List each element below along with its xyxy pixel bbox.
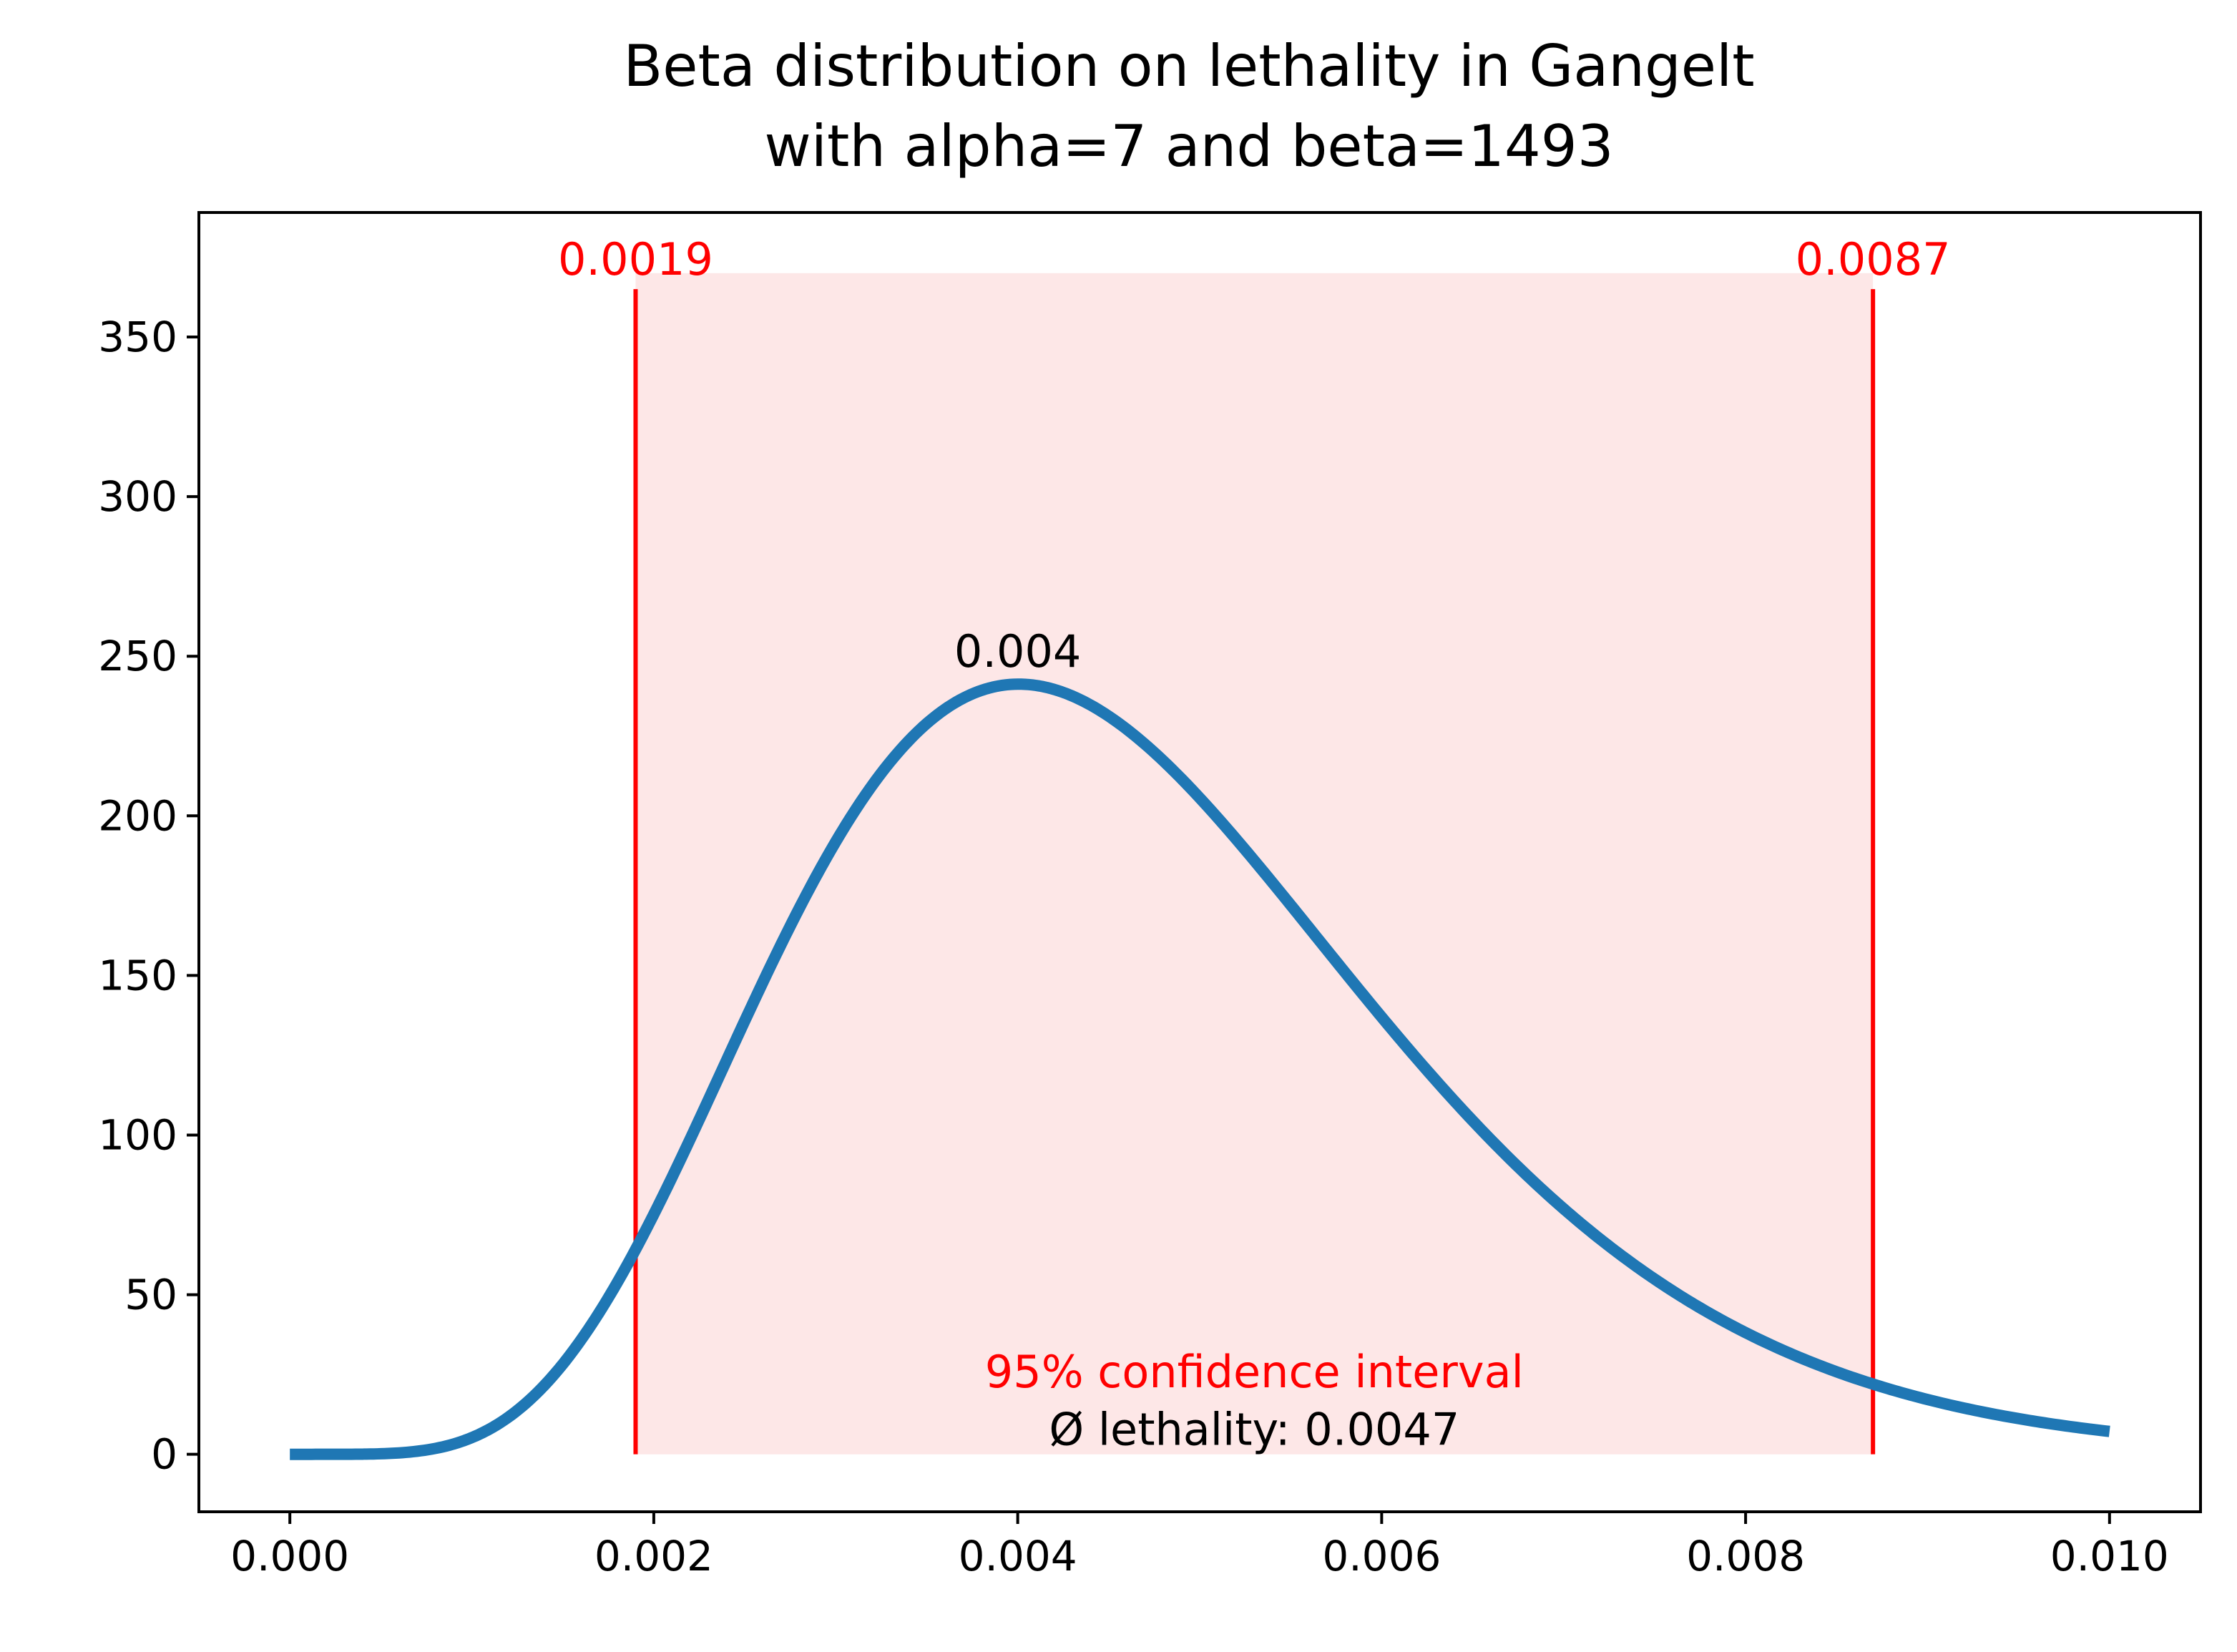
x-tick-label: 0.002 bbox=[594, 1532, 713, 1580]
chart-title-line-2: with alpha=7 and beta=1493 bbox=[764, 113, 1613, 180]
y-tick-label: 100 bbox=[98, 1110, 177, 1159]
confidence-interval-label: 95% confidence interval bbox=[985, 1346, 1524, 1398]
x-tick-label: 0.008 bbox=[1686, 1532, 1805, 1580]
x-tick-label: 0.004 bbox=[959, 1532, 1077, 1580]
y-tick-label: 300 bbox=[98, 472, 177, 521]
y-axis: 0 50 100 150 200 250 300 350 bbox=[98, 313, 199, 1479]
axes-frame bbox=[197, 211, 2202, 1513]
y-tick-label: 0 bbox=[151, 1430, 177, 1479]
x-tick-label: 0.010 bbox=[2050, 1532, 2169, 1580]
beta-pdf-line bbox=[288, 678, 2112, 1460]
y-tick-label: 50 bbox=[124, 1271, 177, 1319]
mode-label: 0.004 bbox=[954, 625, 1082, 678]
y-tick-label: 150 bbox=[98, 951, 177, 999]
y-tick-label: 350 bbox=[98, 313, 177, 361]
plot-area: 0.0019 0.0087 0.004 95% confidence interval… bbox=[288, 233, 2112, 1460]
y-tick-label: 250 bbox=[98, 632, 177, 680]
x-tick-label: 0.006 bbox=[1322, 1532, 1441, 1580]
chart-title-line-1: Beta distribution on lethality in Gangel… bbox=[623, 33, 1754, 99]
x-axis: 0.000 0.002 0.004 0.006 0.008 0.010 bbox=[230, 1512, 2169, 1580]
y-tick-label: 200 bbox=[98, 791, 177, 840]
mean-lethality-label: Ø lethality: 0.0047 bbox=[1049, 1403, 1459, 1455]
x-tick-label: 0.000 bbox=[230, 1532, 349, 1580]
ci-lower-label: 0.0019 bbox=[558, 233, 713, 285]
ci-upper-label: 0.0087 bbox=[1796, 233, 1951, 285]
